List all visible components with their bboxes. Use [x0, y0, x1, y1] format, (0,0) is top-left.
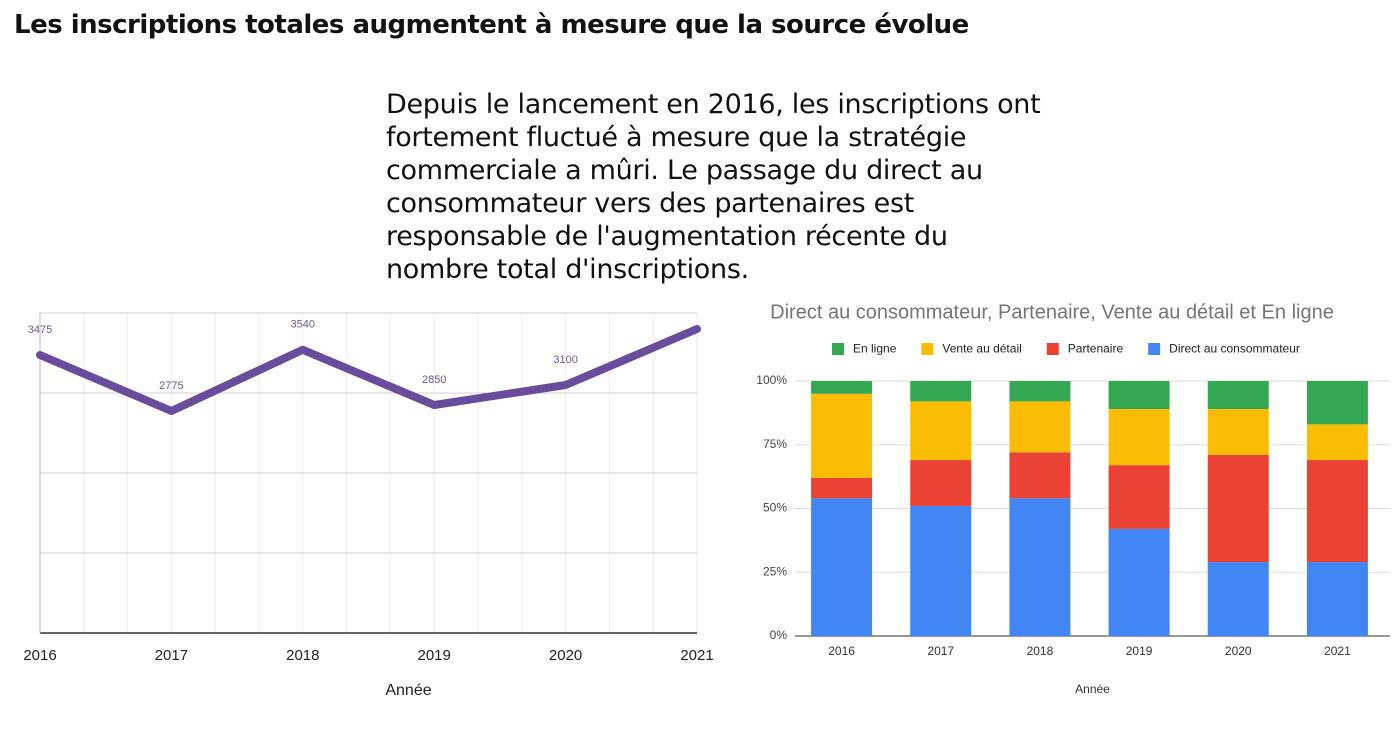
bar-segment [1009, 381, 1071, 402]
x-tick-label: 2019 [418, 647, 451, 664]
description: Depuis le lancement en 2016, les inscrip… [386, 89, 1041, 285]
bar-segment [910, 401, 972, 461]
x-axis-label: Année [1075, 682, 1110, 696]
line [36, 325, 701, 415]
bar-segment [1009, 452, 1071, 499]
bar-segment [1108, 528, 1170, 636]
data-label: 3100 [553, 354, 577, 366]
chart-title: Direct au consommateur, Partenaire, Vent… [770, 301, 1334, 323]
data-label: 2775 [159, 380, 183, 392]
bar-segment [1108, 409, 1170, 466]
legend-swatch [832, 343, 844, 355]
x-tick-label: 2016 [23, 647, 56, 664]
legend-label: Vente au détail [942, 342, 1021, 356]
bar-segment [1207, 562, 1269, 636]
data-label: 2850 [422, 374, 446, 386]
bar-segment [1108, 381, 1170, 410]
bar-segment [811, 393, 873, 478]
x-axis-label: Année [385, 682, 431, 699]
y-tick-label: 0% [770, 628, 788, 642]
x-tick-label: 2016 [828, 644, 855, 658]
x-tick-label: 2020 [549, 647, 582, 664]
x-tick-label: 2019 [1126, 644, 1153, 658]
bar-segment [910, 505, 972, 636]
x-tick-label: 2020 [1225, 644, 1252, 658]
bar-segment [910, 460, 972, 506]
bar-segment [1306, 424, 1368, 461]
y-tick-label: 50% [763, 501, 787, 515]
bar-segment [1306, 381, 1368, 425]
bar-segment [1108, 465, 1170, 529]
legend-label: En ligne [853, 342, 897, 356]
x-tick-label: 2021 [1324, 644, 1351, 658]
bar-segment [811, 477, 873, 499]
x-tick-label: 2018 [1027, 644, 1054, 658]
bar-segment [1306, 460, 1368, 563]
x-tick-label: 2017 [155, 647, 188, 664]
x-tick-label: 2021 [680, 647, 713, 664]
slide-title: Les inscriptions totales augmentent à me… [14, 10, 969, 40]
x-tick-label: 2018 [286, 647, 319, 664]
bar-segment [811, 498, 873, 636]
bar-segment [910, 381, 972, 402]
legend-label: Partenaire [1068, 342, 1124, 356]
data-label: 3540 [291, 319, 315, 331]
bar-segment [1306, 562, 1368, 636]
bar-segment [811, 381, 873, 394]
bar-segment [1207, 381, 1269, 410]
bar-segment [1207, 409, 1269, 455]
y-tick-label: 100% [756, 373, 787, 387]
legend-label: Direct au consommateur [1169, 342, 1300, 356]
legend-swatch [921, 343, 934, 355]
bar-segment [1009, 498, 1071, 636]
bar-segment [1207, 454, 1269, 563]
x-tick-label: 2017 [927, 644, 954, 658]
data-label: 3475 [28, 324, 52, 336]
legend-swatch [1148, 343, 1161, 355]
y-tick-label: 75% [763, 437, 787, 451]
legend-swatch [1046, 343, 1059, 355]
y-tick-label: 25% [763, 564, 787, 578]
bar-segment [1009, 401, 1071, 453]
